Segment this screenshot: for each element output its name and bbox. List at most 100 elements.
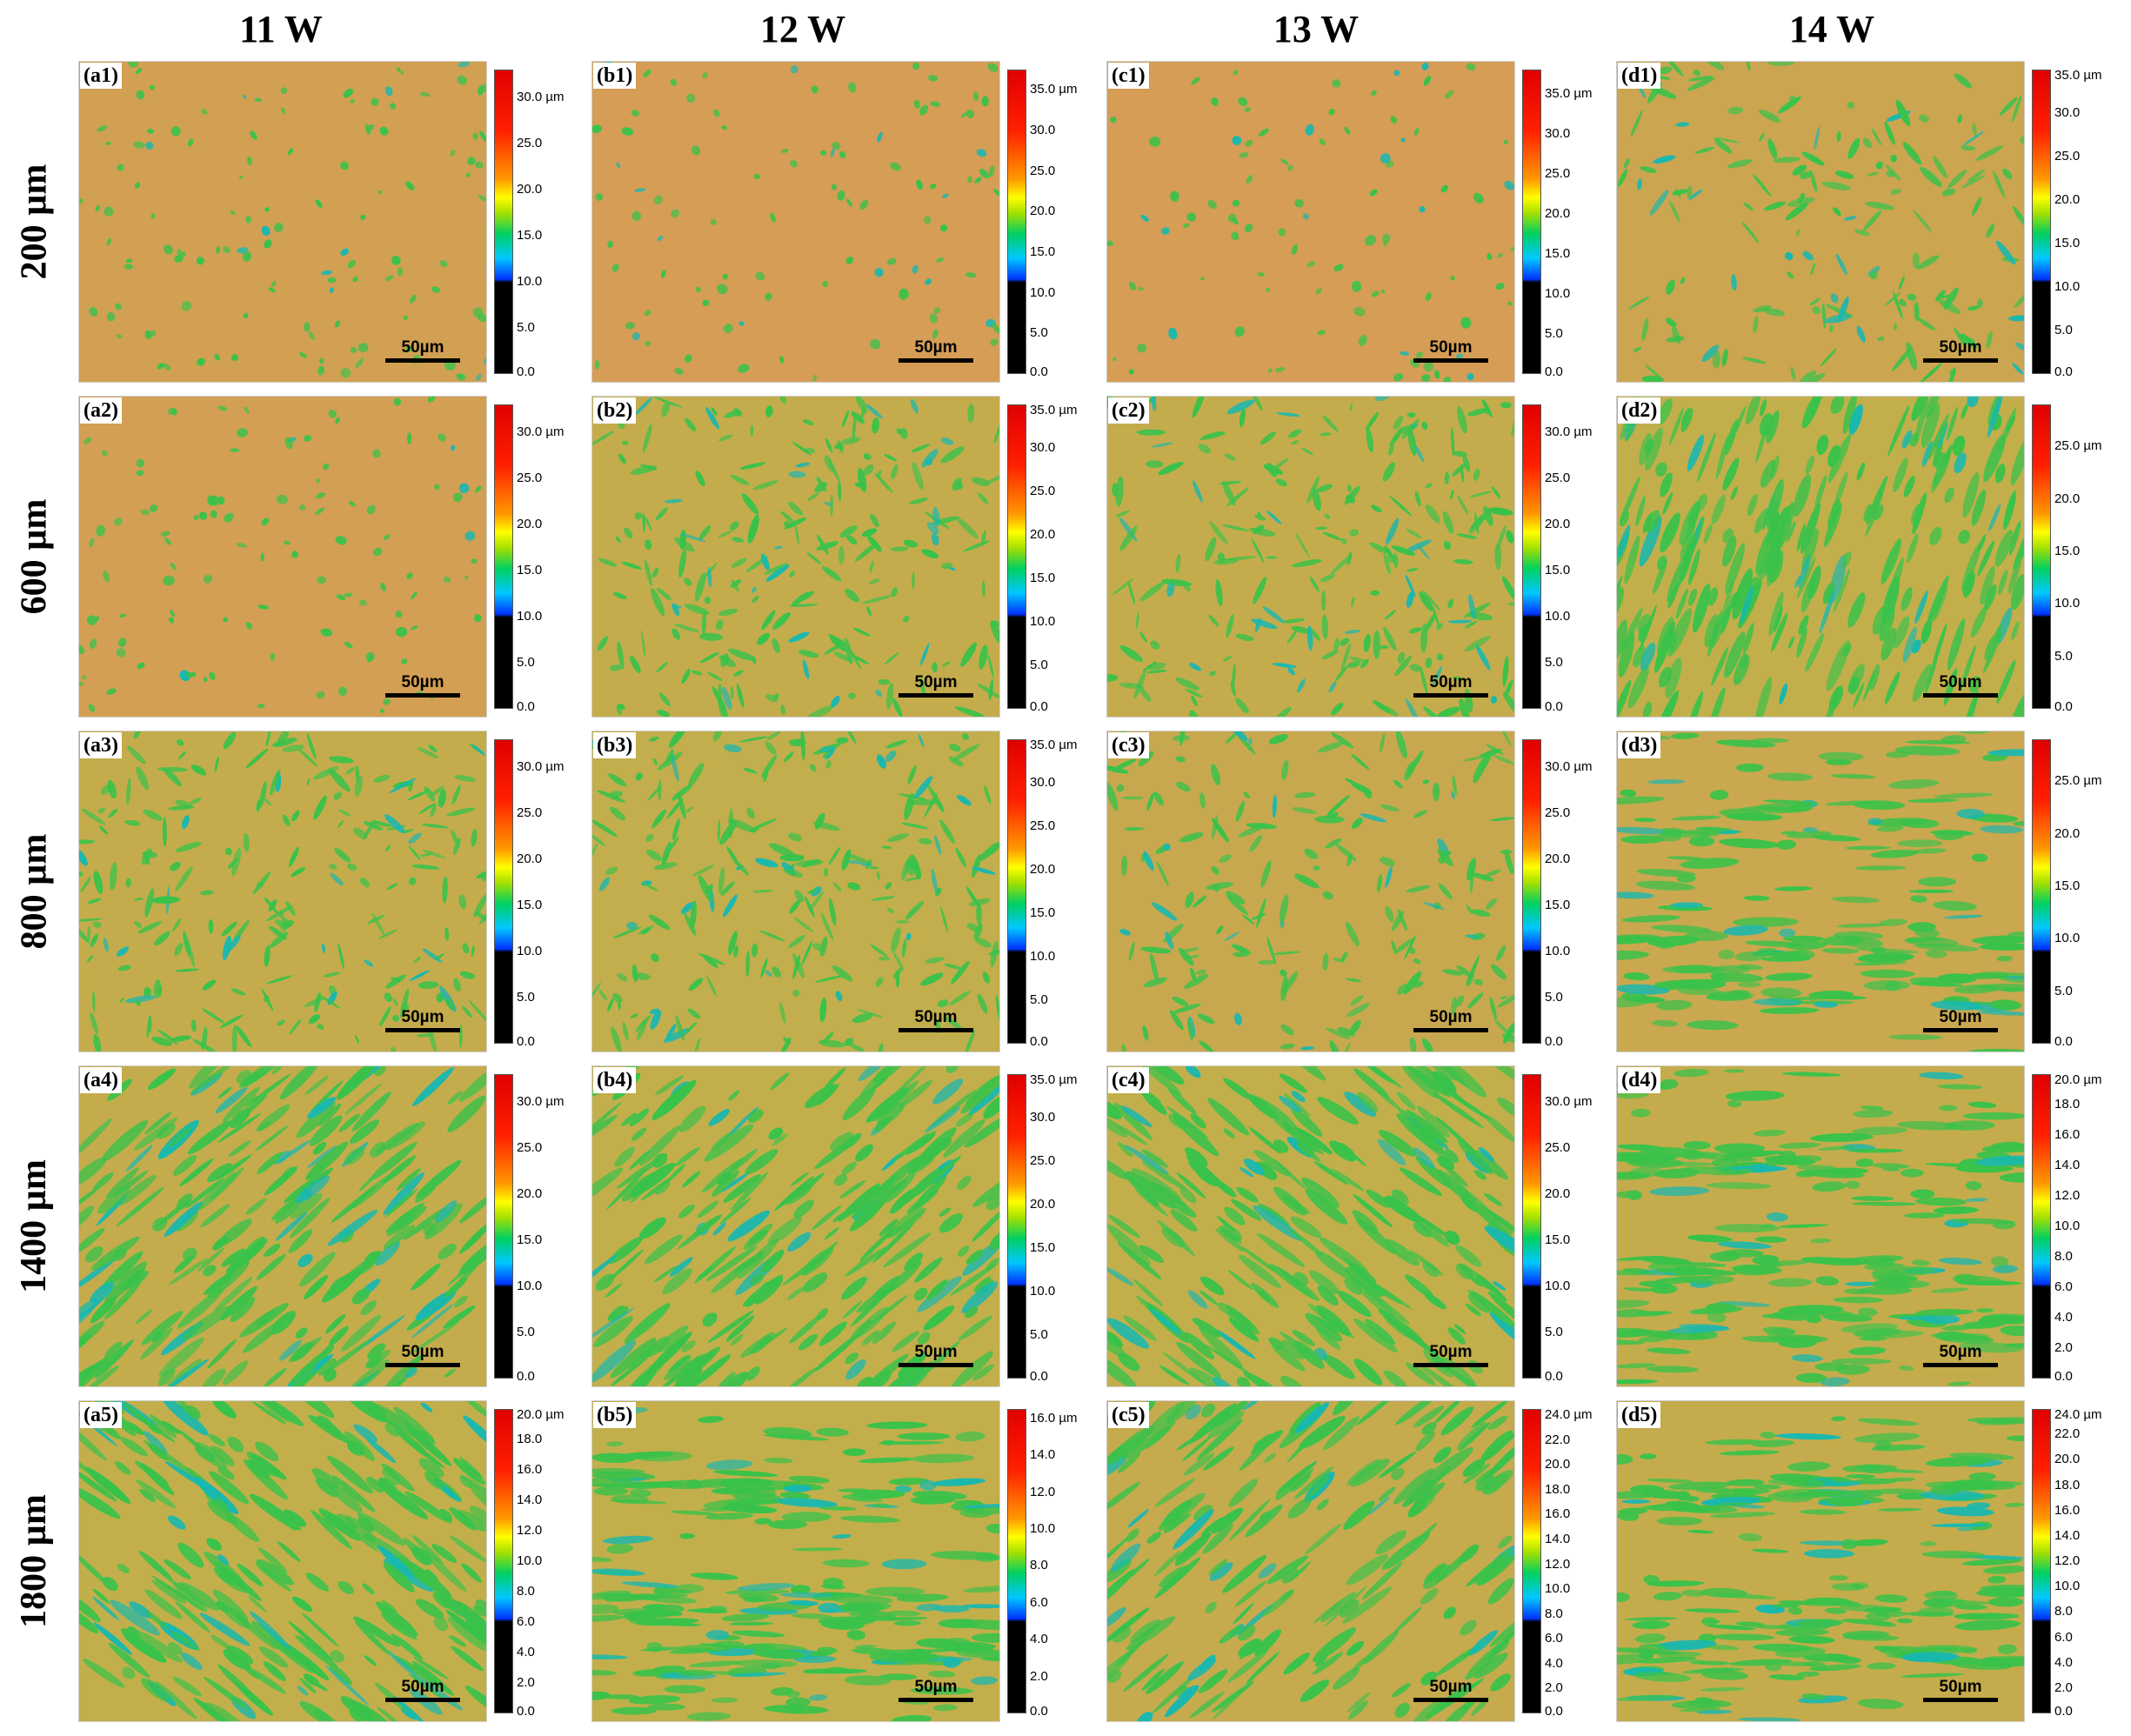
- scale-bar-label: 50µm: [1939, 338, 1982, 357]
- colorbar-tick-label: 6.0: [2054, 1279, 2073, 1294]
- colorbar-tick-label: 6.0: [1545, 1631, 1563, 1646]
- scale-bar: 50µm: [1923, 1343, 1998, 1367]
- colorbar-tick-label: 14.0: [1030, 1447, 1056, 1462]
- panel-label: (c1): [1108, 63, 1149, 89]
- colorbar-tick-label: 14.0: [2054, 1158, 2081, 1172]
- panel-label: (c3): [1108, 732, 1149, 758]
- colorbar-tick-label: 20.0: [2054, 825, 2081, 841]
- colorbar-tick-label: 30.0 µm: [1545, 758, 1593, 774]
- colorbar-tick-label: 16.0: [517, 1462, 543, 1477]
- colorbar-tick-label: 15.0: [2054, 544, 2081, 558]
- scale-bar-line: [385, 1028, 460, 1032]
- scale-bar: 50µm: [385, 673, 460, 698]
- scale-bar-line: [1923, 693, 1998, 698]
- colorbar-tick-label: 20.0: [2054, 1452, 2081, 1467]
- scale-bar: 50µm: [1413, 1343, 1488, 1367]
- scale-bar-line: [898, 1698, 973, 1702]
- height-map-image: [1107, 1401, 1514, 1721]
- colorbar-tick-label: 18.0: [517, 1432, 543, 1446]
- colorbar-tick-label: 20.0: [1545, 1185, 1571, 1201]
- scale-bar: 50µm: [1923, 673, 1998, 698]
- scale-bar-label: 50µm: [914, 1678, 958, 1696]
- colorbar-tick-label: 16.0 µm: [1030, 1410, 1078, 1426]
- scale-bar-line: [1923, 358, 1998, 363]
- height-map-image: [592, 62, 999, 382]
- scale-bar-line: [385, 358, 460, 363]
- scale-bar-label: 50µm: [914, 673, 958, 691]
- colorbar-tick-label: 15.0: [2054, 878, 2081, 893]
- colorbar: [1007, 739, 1026, 1044]
- colorbar-tick-label: 0.0: [2054, 699, 2073, 714]
- colorbar-tick-label: 12.0: [517, 1523, 543, 1538]
- height-map-image: [79, 731, 486, 1052]
- colorbar-tick-label: 10.0: [1030, 614, 1056, 629]
- height-map-image: [79, 397, 486, 717]
- scale-bar-line: [385, 1698, 460, 1702]
- colorbar-ticks: 35.0 µm 30.0 25.0 20.0 15.0 10.0 5.0 0.0: [1030, 404, 1099, 714]
- colorbar-tick-label: 22.0: [1545, 1432, 1571, 1447]
- panel-label: (a5): [80, 1402, 122, 1428]
- colorbar-tick-label: 35.0 µm: [1030, 1072, 1078, 1087]
- colorbar-tick-label: 0.0: [1030, 364, 1048, 379]
- surface-map-a2: (a2) 50µm: [78, 396, 487, 718]
- colorbar-tick-label: 30.0 µm: [517, 758, 564, 774]
- height-map-image: [1617, 397, 2024, 717]
- colorbar-tick-label: 5.0: [517, 320, 535, 335]
- colorbar-tick-label: 10.0: [2054, 596, 2081, 611]
- colorbar-tick-label: 30.0: [1030, 775, 1056, 790]
- colorbar-tick-label: 35.0 µm: [1545, 85, 1593, 101]
- colorbar: [494, 1074, 513, 1379]
- scale-bar-label: 50µm: [1429, 1678, 1473, 1696]
- panel-label: (a3): [80, 732, 122, 758]
- colorbar-tick-label: 0.0: [517, 1034, 535, 1049]
- colorbar-ticks: 35.0 µm 30.0 25.0 20.0 15.0 10.0 5.0 0.0: [2054, 69, 2124, 379]
- colorbar-tick-label: 20.0: [1545, 1457, 1571, 1472]
- colorbar-ticks: 24.0 µm 22.0 20.0 18.0 16.0 14.0 12.0 10.0 8.0 6.…: [2054, 1408, 2124, 1719]
- colorbar-tick-label: 8.0: [2054, 1249, 2073, 1264]
- colorbar-tick-label: 5.0: [1545, 1325, 1563, 1339]
- colorbar-tick-label: 4.0: [1545, 1655, 1563, 1671]
- colorbar-tick-label: 20.0: [2054, 192, 2081, 207]
- colorbar-ticks: 30.0 µm 25.0 20.0 15.0 10.0 5.0 0.0: [517, 70, 586, 378]
- panel-label: (d1): [1618, 63, 1661, 89]
- colorbar-tick-label: 30.0: [1545, 125, 1571, 141]
- colorbar-tick-label: 8.0: [2054, 1604, 2073, 1619]
- scale-bar: 50µm: [1413, 1678, 1488, 1702]
- scale-bar: 50µm: [898, 1678, 973, 1702]
- scale-bar-label: 50µm: [401, 673, 444, 691]
- colorbar-tick-label: 6.0: [2054, 1629, 2073, 1645]
- colorbar-tick-label: 0.0: [517, 1704, 535, 1719]
- colorbar-tick-label: 5.0: [2054, 983, 2073, 998]
- colorbar-tick-label: 20.0 µm: [517, 1407, 564, 1422]
- colorbar-tick-label: 15.0: [517, 227, 543, 243]
- colorbar-tick-label: 25.0: [1545, 470, 1571, 485]
- colorbar-ticks: 25.0 µm 20.0 15.0 10.0 5.0 0.0: [2054, 739, 2124, 1049]
- colorbar: [1522, 70, 1541, 374]
- colorbar-tick-label: 25.0: [517, 135, 543, 150]
- colorbar-tick-label: 10.0: [1030, 284, 1056, 300]
- colorbar-tick-label: 12.0: [1030, 1484, 1056, 1499]
- scale-bar-line: [1923, 1028, 1998, 1032]
- colorbar-tick-label: 25.0: [2054, 149, 2081, 164]
- panel-label: (b1): [593, 63, 637, 89]
- scale-bar-label: 50µm: [1939, 1343, 1982, 1361]
- colorbar: [494, 739, 513, 1044]
- scale-bar: 50µm: [898, 338, 973, 363]
- colorbar-tick-label: 25.0: [1030, 1153, 1056, 1168]
- colorbar-tick-label: 10.0: [1545, 1278, 1571, 1293]
- colorbar-tick-label: 25.0: [517, 805, 543, 820]
- colorbar-tick-label: 25.0: [517, 470, 543, 485]
- scale-bar-line: [1413, 1698, 1488, 1702]
- colorbar-tick-label: 15.0: [1030, 1240, 1056, 1255]
- colorbar-tick-label: 25.0: [1030, 484, 1056, 498]
- colorbar-tick-label: 14.0: [1545, 1532, 1571, 1546]
- scale-bar-label: 50µm: [401, 338, 444, 357]
- colorbar-tick-label: 6.0: [1030, 1594, 1048, 1610]
- column-header-12w: 12 W: [759, 8, 846, 50]
- scale-bar-label: 50µm: [914, 1008, 958, 1026]
- colorbar-tick-label: 20.0: [517, 851, 543, 866]
- panel-label: (b2): [593, 397, 637, 424]
- colorbar-tick-label: 30.0 µm: [517, 424, 564, 439]
- colorbar-ticks: 30.0 µm 25.0 20.0 15.0 10.0 5.0 0.0: [1545, 1074, 1614, 1383]
